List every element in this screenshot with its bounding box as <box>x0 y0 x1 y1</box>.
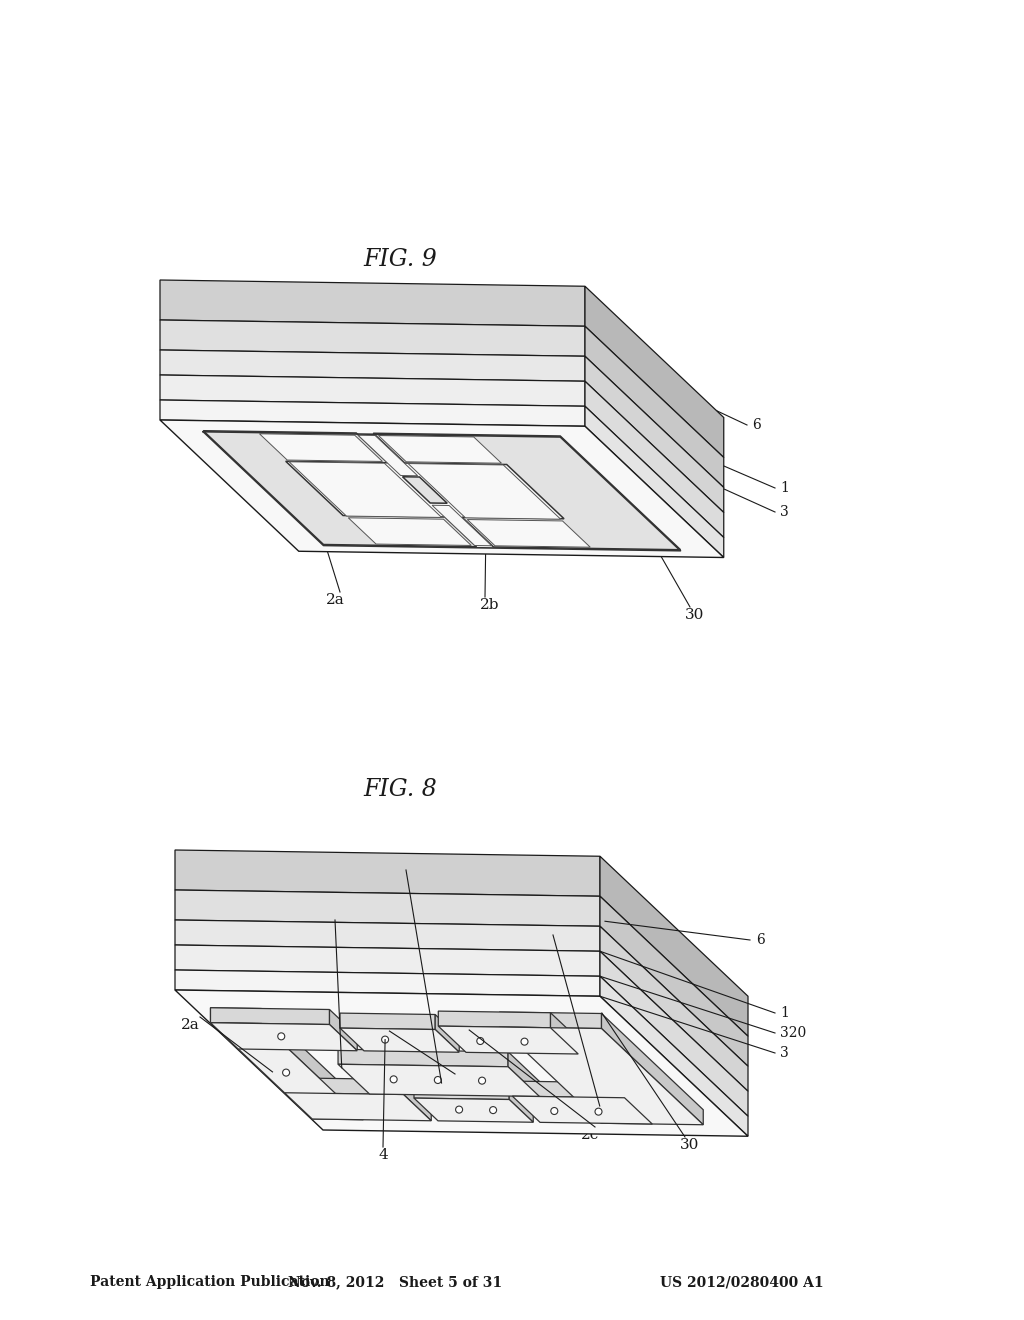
Circle shape <box>521 1038 528 1045</box>
Polygon shape <box>211 1023 364 1119</box>
Polygon shape <box>600 977 748 1137</box>
Polygon shape <box>175 920 600 952</box>
Circle shape <box>595 1109 602 1115</box>
Polygon shape <box>160 375 585 407</box>
Polygon shape <box>600 927 748 1092</box>
Text: 6: 6 <box>756 933 765 946</box>
Circle shape <box>489 1106 497 1114</box>
Circle shape <box>477 1038 483 1044</box>
Circle shape <box>283 1069 290 1076</box>
Text: FIG. 9: FIG. 9 <box>364 248 437 272</box>
Polygon shape <box>403 1080 431 1121</box>
Text: US 2012/0280400 A1: US 2012/0280400 A1 <box>660 1275 823 1290</box>
Polygon shape <box>512 1081 625 1098</box>
Text: 2c: 2c <box>399 338 417 352</box>
Polygon shape <box>175 945 600 977</box>
Text: 4: 4 <box>543 923 553 937</box>
Text: 2b: 2b <box>440 1073 460 1086</box>
Polygon shape <box>160 400 585 426</box>
Polygon shape <box>289 462 441 517</box>
Text: 2a: 2a <box>180 1018 200 1032</box>
Polygon shape <box>509 1085 534 1122</box>
Polygon shape <box>175 850 600 896</box>
Polygon shape <box>414 1084 509 1100</box>
Polygon shape <box>438 1011 551 1028</box>
Polygon shape <box>340 1014 435 1030</box>
Circle shape <box>382 1036 388 1043</box>
Polygon shape <box>348 517 471 545</box>
Text: 2a: 2a <box>326 593 344 607</box>
Polygon shape <box>625 1082 652 1125</box>
Polygon shape <box>358 436 418 475</box>
Text: 30: 30 <box>680 1138 699 1152</box>
Polygon shape <box>585 356 724 512</box>
Circle shape <box>456 1106 463 1113</box>
Text: 2c: 2c <box>581 1129 599 1142</box>
Polygon shape <box>175 890 600 927</box>
Polygon shape <box>285 1093 431 1121</box>
Text: 1: 1 <box>780 1006 788 1020</box>
Polygon shape <box>500 1027 703 1125</box>
Text: 6: 6 <box>752 418 761 432</box>
Polygon shape <box>600 952 748 1117</box>
Polygon shape <box>600 896 748 1067</box>
Polygon shape <box>211 1007 261 1023</box>
Polygon shape <box>338 1064 540 1097</box>
Polygon shape <box>508 1052 540 1097</box>
Polygon shape <box>160 280 585 326</box>
Polygon shape <box>330 1010 357 1051</box>
Polygon shape <box>379 436 502 463</box>
Polygon shape <box>438 1026 579 1053</box>
Circle shape <box>278 1032 285 1040</box>
Text: 4: 4 <box>378 1148 388 1162</box>
Text: 3: 3 <box>780 506 788 519</box>
Polygon shape <box>601 1014 703 1125</box>
Text: 1: 1 <box>780 480 788 495</box>
Text: Nov. 8, 2012   Sheet 5 of 31: Nov. 8, 2012 Sheet 5 of 31 <box>288 1275 502 1290</box>
Polygon shape <box>285 1077 403 1094</box>
Text: 2b: 2b <box>480 598 500 612</box>
Polygon shape <box>585 286 724 458</box>
Text: 30: 30 <box>685 609 705 622</box>
Text: 3: 3 <box>780 1045 788 1060</box>
Polygon shape <box>585 381 724 537</box>
Polygon shape <box>432 506 492 545</box>
Polygon shape <box>160 319 585 356</box>
Polygon shape <box>435 1015 459 1052</box>
Text: 4: 4 <box>321 908 330 921</box>
Circle shape <box>390 1076 397 1082</box>
Polygon shape <box>211 1023 357 1051</box>
Text: Patent Application Publication: Patent Application Publication <box>90 1275 330 1290</box>
Polygon shape <box>414 1098 534 1122</box>
Text: 2d: 2d <box>388 858 408 873</box>
Polygon shape <box>585 326 724 487</box>
Polygon shape <box>261 1008 364 1119</box>
Polygon shape <box>160 420 724 557</box>
Polygon shape <box>203 430 476 546</box>
Polygon shape <box>340 1028 459 1052</box>
Circle shape <box>434 1077 441 1084</box>
Polygon shape <box>374 433 681 549</box>
Polygon shape <box>211 1007 330 1024</box>
Polygon shape <box>160 350 585 381</box>
Polygon shape <box>409 463 561 519</box>
Text: FIG. 8: FIG. 8 <box>364 779 437 801</box>
Text: 320: 320 <box>780 1026 806 1040</box>
Polygon shape <box>175 970 600 997</box>
Polygon shape <box>551 1012 579 1053</box>
Polygon shape <box>512 1096 652 1125</box>
Polygon shape <box>338 1049 508 1067</box>
Polygon shape <box>467 520 590 548</box>
Circle shape <box>551 1107 558 1114</box>
Polygon shape <box>600 857 748 1036</box>
Polygon shape <box>175 990 748 1137</box>
Circle shape <box>478 1077 485 1084</box>
Polygon shape <box>500 1012 601 1028</box>
Polygon shape <box>402 477 447 503</box>
Polygon shape <box>585 407 724 557</box>
Polygon shape <box>259 434 382 462</box>
